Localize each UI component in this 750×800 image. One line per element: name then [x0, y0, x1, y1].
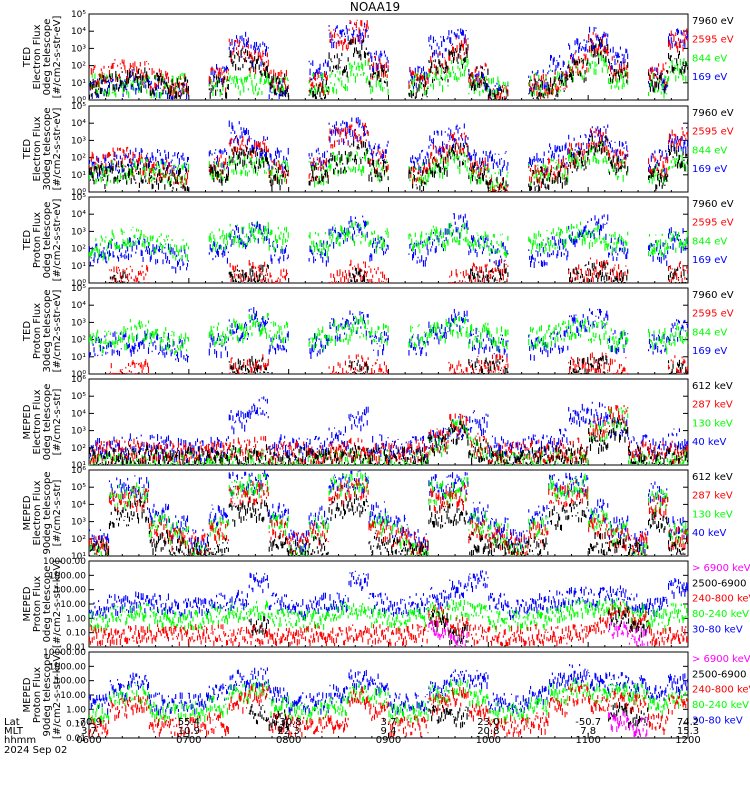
y-axis-label-line: 0deg telescope [42, 19, 53, 96]
legend-entry: 2595 eV [692, 35, 734, 46]
panel-frame [88, 196, 689, 284]
y-tick-label: 10⁴ [71, 210, 86, 220]
y-axis-label-line: Electron Flux [32, 116, 43, 181]
legend-entry: 169 eV [692, 164, 727, 175]
y-tick-label: 10⁵ [71, 193, 86, 203]
legend-entry: 7960 eV [692, 108, 734, 119]
y-axis-label: TED Proton Flux 0deg telescope [#/cm2-s-str… [22, 199, 63, 282]
y-axis-label-line: TED [22, 139, 33, 160]
y-tick-label: 10⁰ [71, 188, 86, 198]
panel-2: 10⁰ 10¹ 10² 10³ 10⁴ 10⁵ TED Electron Flux 30deg … [22, 102, 734, 198]
y-axis-label-line: 30deg telescope [42, 107, 53, 190]
y-tick-label: 10¹ [71, 79, 86, 89]
y-tick-label: 10² [71, 245, 86, 255]
y-tick-label: 10⁴ [71, 119, 86, 129]
legend-entry: 2595 eV [692, 127, 734, 138]
chart-title: NOAA19 [350, 0, 400, 14]
series-7960-ev [88, 135, 689, 192]
legend-entry: 7960 eV [692, 16, 734, 27]
y-tick-label: 10⁵ [71, 102, 86, 112]
y-tick-label: 10³ [71, 44, 86, 54]
y-tick-label: 10³ [71, 136, 86, 146]
y-axis-label-line: [#/cm2-s-str-eV] [52, 199, 63, 282]
y-tick-label: 10¹ [71, 171, 86, 181]
y-axis-label-line: Proton Flux [32, 212, 43, 268]
series-2595-ev [88, 121, 689, 192]
legend-entry: 169 eV [692, 72, 727, 83]
y-tick-label: 10³ [71, 227, 86, 237]
panel-1: 10⁰ 10¹ 10² 10³ 10⁴ 10⁵ TED Electron Flux 0deg t… [22, 10, 734, 106]
y-tick-label: 10² [71, 62, 86, 72]
series-2595-ev [88, 19, 689, 100]
y-axis-label-line: 0deg telescope [42, 202, 53, 279]
series-169-ev [88, 22, 689, 100]
y-axis-label-line: Electron Flux [32, 24, 43, 89]
y-axis-label-line: [#/cm2-s-str-eV] [52, 108, 63, 191]
series-7960-ev [88, 38, 689, 100]
y-axis-label: TED Electron Flux 0deg telescope [#/cm2-s-s… [22, 16, 63, 99]
panel-3: 10⁰ 10¹ 10² 10³ 10⁴ 10⁵ TED Proton Flux 0deg tel… [22, 193, 734, 289]
y-tick-label: 10² [71, 154, 86, 164]
y-axis-label-line: [#/cm2-s-str-eV] [52, 16, 63, 99]
y-axis-label-line: TED [22, 47, 33, 68]
y-tick-label: 10⁵ [71, 10, 86, 20]
y-axis-label-line: TED [22, 230, 33, 251]
y-tick-label: 10¹ [71, 262, 86, 272]
y-tick-label: 10⁴ [71, 27, 86, 37]
y-axis-label: TED Electron Flux 30deg telescope [#/cm2-s-… [22, 107, 63, 190]
legend-entry: 844 eV [692, 145, 727, 156]
legend-entry: 844 eV [692, 53, 727, 64]
y-tick-label: 10⁰ [71, 279, 86, 289]
series-169-ev [88, 117, 689, 179]
series-169-ev [88, 213, 689, 274]
y-tick-label: 10⁰ [71, 96, 86, 106]
